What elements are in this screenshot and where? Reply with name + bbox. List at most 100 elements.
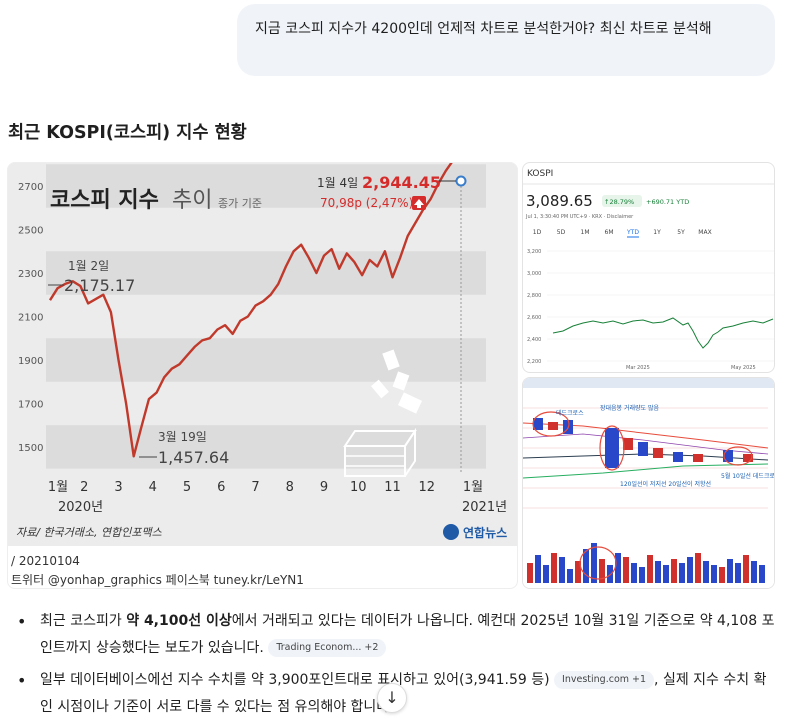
range-tab-1d[interactable]: 1D (533, 229, 542, 236)
kospi-widget-svg: KOSPI 3,089.65 ↑28.79% +690.71 YTD Jul 1… (523, 169, 774, 371)
bullet-text-before: 일부 데이터베이스에선 지수 수치를 약 3,900포인트대로 표시하고 있어(… (40, 672, 550, 688)
y-tick-label: 2100 (18, 312, 43, 323)
widget-meta: Jul 1, 3:30:40 PM UTC+9 · KRX · Disclaim… (525, 214, 634, 220)
widget-pct: ↑28.79% (604, 198, 634, 206)
volume-bar (559, 557, 565, 583)
volume-bar (583, 549, 589, 583)
source-chip[interactable]: Trading Econom... +2 (268, 639, 387, 657)
bullet-text-before: 최근 코스피가 (40, 613, 127, 629)
volume-bar (735, 563, 741, 583)
volume-bar (615, 553, 621, 583)
bullet-bold: 약 4,100선 이상 (126, 613, 232, 629)
x-tick-label: 5 (183, 480, 191, 495)
widget-xtick-0: Mar 2025 (626, 365, 650, 371)
latest-change-label: 70,98p (2,47%) (320, 196, 413, 210)
x-tick-label: 3 (114, 480, 122, 495)
volume-bar (639, 567, 645, 583)
grid-band (46, 338, 486, 382)
widget-y-tick: 3,200 (527, 249, 541, 255)
highlight-circle-1 (532, 411, 570, 437)
grid-band (46, 425, 486, 469)
widget-y-tick: 2,200 (527, 359, 541, 365)
x-tick-label: 8 (286, 480, 294, 495)
low-date-label: 3월 19일 (158, 430, 207, 444)
logo-icon (443, 524, 459, 540)
volume-bar (551, 553, 557, 583)
volume-bar (647, 555, 653, 583)
caption-line1: / 20210104 (11, 554, 80, 568)
x-tick-label: 6 (217, 480, 225, 495)
highlight-circle-3 (723, 446, 753, 466)
technical-chart-svg: 데드크로스 장대음봉 거래량도 많음 120일선이 저지선 20일선이 저항선 … (523, 378, 774, 588)
chart-title-light: 추이 (172, 188, 212, 213)
chart-area: 1500 1700 1900 2100 2300 2500 2700 1월 2 3 4 5 6 7 8 9 1… (8, 163, 517, 546)
y-tick-label: 1500 (18, 443, 43, 454)
widget-title: KOSPI (527, 169, 553, 179)
range-tab-max[interactable]: MAX (698, 229, 711, 236)
source-label: 자료/ 한국거래소, 연합인포맥스 (16, 526, 163, 539)
y-tick-label: 2500 (18, 226, 43, 237)
volume-bar (727, 559, 733, 583)
volume-bar (631, 563, 637, 583)
volume-bar (535, 555, 541, 583)
year-left: 2020년 (58, 500, 103, 515)
kospi-series-line (48, 163, 453, 458)
bullet-text-after: 에서 거래되고 있다는 데이터가 나옵니다. 예컨대 2025년 10월 31일… (40, 613, 775, 656)
ma-line-4 (523, 433, 769, 455)
volume-bar (743, 555, 749, 583)
highlight-circle-2 (599, 425, 625, 471)
volume-bar (679, 563, 685, 583)
volume-bar (599, 559, 605, 583)
tech-title-bar (523, 378, 774, 388)
widget-y-tick: 3,000 (527, 271, 541, 277)
widget-value: 3,089.65 (526, 192, 593, 210)
range-tab-ytd[interactable]: YTD (626, 229, 639, 236)
x-tick-label: 1월 (463, 480, 483, 495)
widget-pct-badge (602, 195, 642, 207)
volume-bar (575, 561, 581, 583)
bullet-text-after: , 실제 지수 수치 확인 시점이나 기준이 서로 다를 수 있다는 점 유의해… (40, 672, 767, 715)
range-tab-1m[interactable]: 1M (581, 229, 590, 236)
volume-bar (607, 565, 613, 583)
bullet-item: 최근 코스피가 약 4,100선 이상에서 거래되고 있다는 데이터가 나옵니다… (17, 608, 777, 662)
scroll-down-button[interactable]: ↓ (377, 683, 407, 713)
kospi-widget-image[interactable]: KOSPI 3,089.65 ↑28.79% +690.71 YTD Jul 1… (522, 162, 775, 373)
technical-chart-image[interactable]: 데드크로스 장대음봉 거래량도 많음 120일선이 저지선 20일선이 저항선 … (522, 377, 775, 589)
year-right: 2021년 (462, 500, 507, 515)
volume-bar (543, 565, 549, 583)
x-tick-label: 9 (320, 480, 328, 495)
latest-date-label: 1월 4일 (317, 176, 358, 190)
ballot-box-icon (343, 349, 423, 477)
volume-bar (655, 561, 661, 583)
y-tick-label: 1700 (18, 399, 43, 410)
volume-bar (719, 567, 725, 583)
volume-bar (527, 563, 533, 583)
range-tab-6m[interactable]: 6M (605, 229, 614, 236)
range-tab-5y[interactable]: 5Y (677, 229, 685, 236)
x-tick-label: 1월 (48, 480, 68, 495)
volume-bar (695, 553, 701, 583)
x-tick-label: 4 (149, 480, 157, 495)
volume-bar (671, 559, 677, 583)
x-tick-label: 10 (350, 480, 367, 495)
chart-title-sub: 종가 기준 (218, 197, 262, 210)
x-tick-label: 2 (80, 480, 88, 495)
chart-title-bold: 코스피 지수 (50, 188, 159, 213)
volume-bar (687, 557, 693, 583)
tech-label-0: 데드크로스 (556, 409, 584, 417)
section-title: 최근 KOSPI(코스피) 지수 현황 (8, 123, 247, 143)
bullet-item: 일부 데이터베이스에선 지수 수치를 약 3,900포인트대로 표시하고 있어(… (17, 667, 777, 721)
range-tab-1y[interactable]: 1Y (653, 229, 661, 236)
range-tab-5d[interactable]: 5D (557, 229, 566, 236)
caption-line2: 트위터 @yonhap_graphics 페이스북 tuney.kr/LeYN1 (11, 573, 304, 587)
widget-abs: +690.71 YTD (646, 198, 689, 206)
answer-bullets: 최근 코스피가 약 4,100선 이상에서 거래되고 있다는 데이터가 나옵니다… (17, 608, 777, 726)
x-tick-label: 12 (418, 480, 435, 495)
highlight-circle-4 (579, 546, 617, 580)
image-caption: / 20210104 트위터 @yonhap_graphics 페이스북 tun… (11, 552, 304, 588)
arrow-down-icon: ↓ (385, 688, 399, 707)
source-chip[interactable]: Investing.com +1 (554, 671, 655, 689)
kospi-chart-image[interactable]: 1500 1700 1900 2100 2300 2500 2700 1월 2 3 4 5 6 7 8 9 1… (7, 162, 518, 589)
x-tick-label: 11 (384, 480, 401, 495)
y-tick-label: 2300 (18, 269, 43, 280)
